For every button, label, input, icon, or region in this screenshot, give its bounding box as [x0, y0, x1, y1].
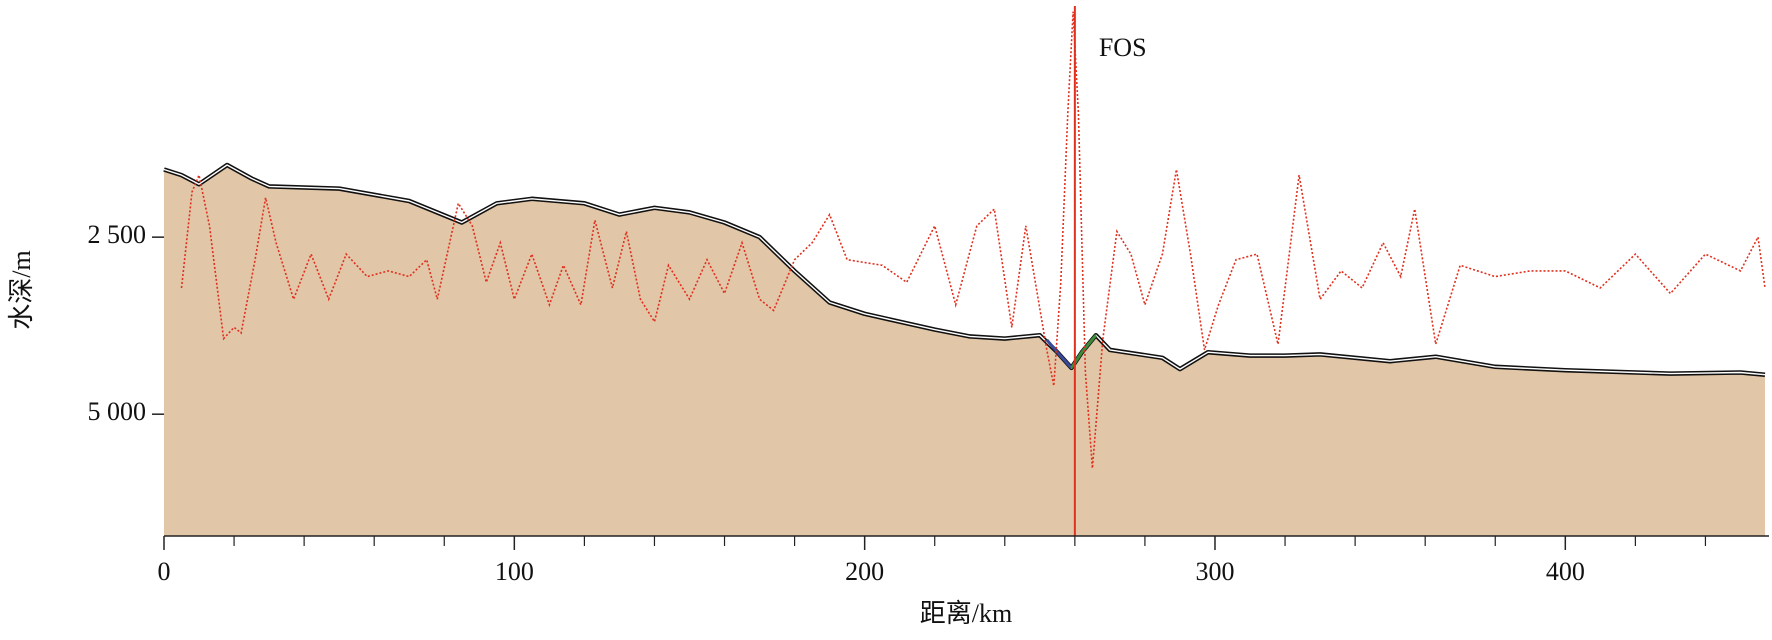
x-axis-label: 距离/km	[920, 599, 1012, 628]
x-tick-label: 300	[1195, 557, 1234, 586]
line	[180, 11, 1766, 469]
area	[164, 165, 1765, 536]
x-tick-label: 0	[158, 557, 171, 586]
x-tick-label: 400	[1546, 557, 1585, 586]
x-tick-label: 100	[495, 557, 534, 586]
line	[1045, 338, 1073, 369]
y-axis-label: 水深/m	[7, 250, 36, 329]
x-tick-label: 200	[845, 557, 884, 586]
y-tick-label: 5 000	[88, 397, 147, 426]
marker-label: FOS	[1099, 33, 1147, 62]
y-tick-label: 2 500	[88, 220, 147, 249]
line-highlight	[163, 164, 1766, 376]
